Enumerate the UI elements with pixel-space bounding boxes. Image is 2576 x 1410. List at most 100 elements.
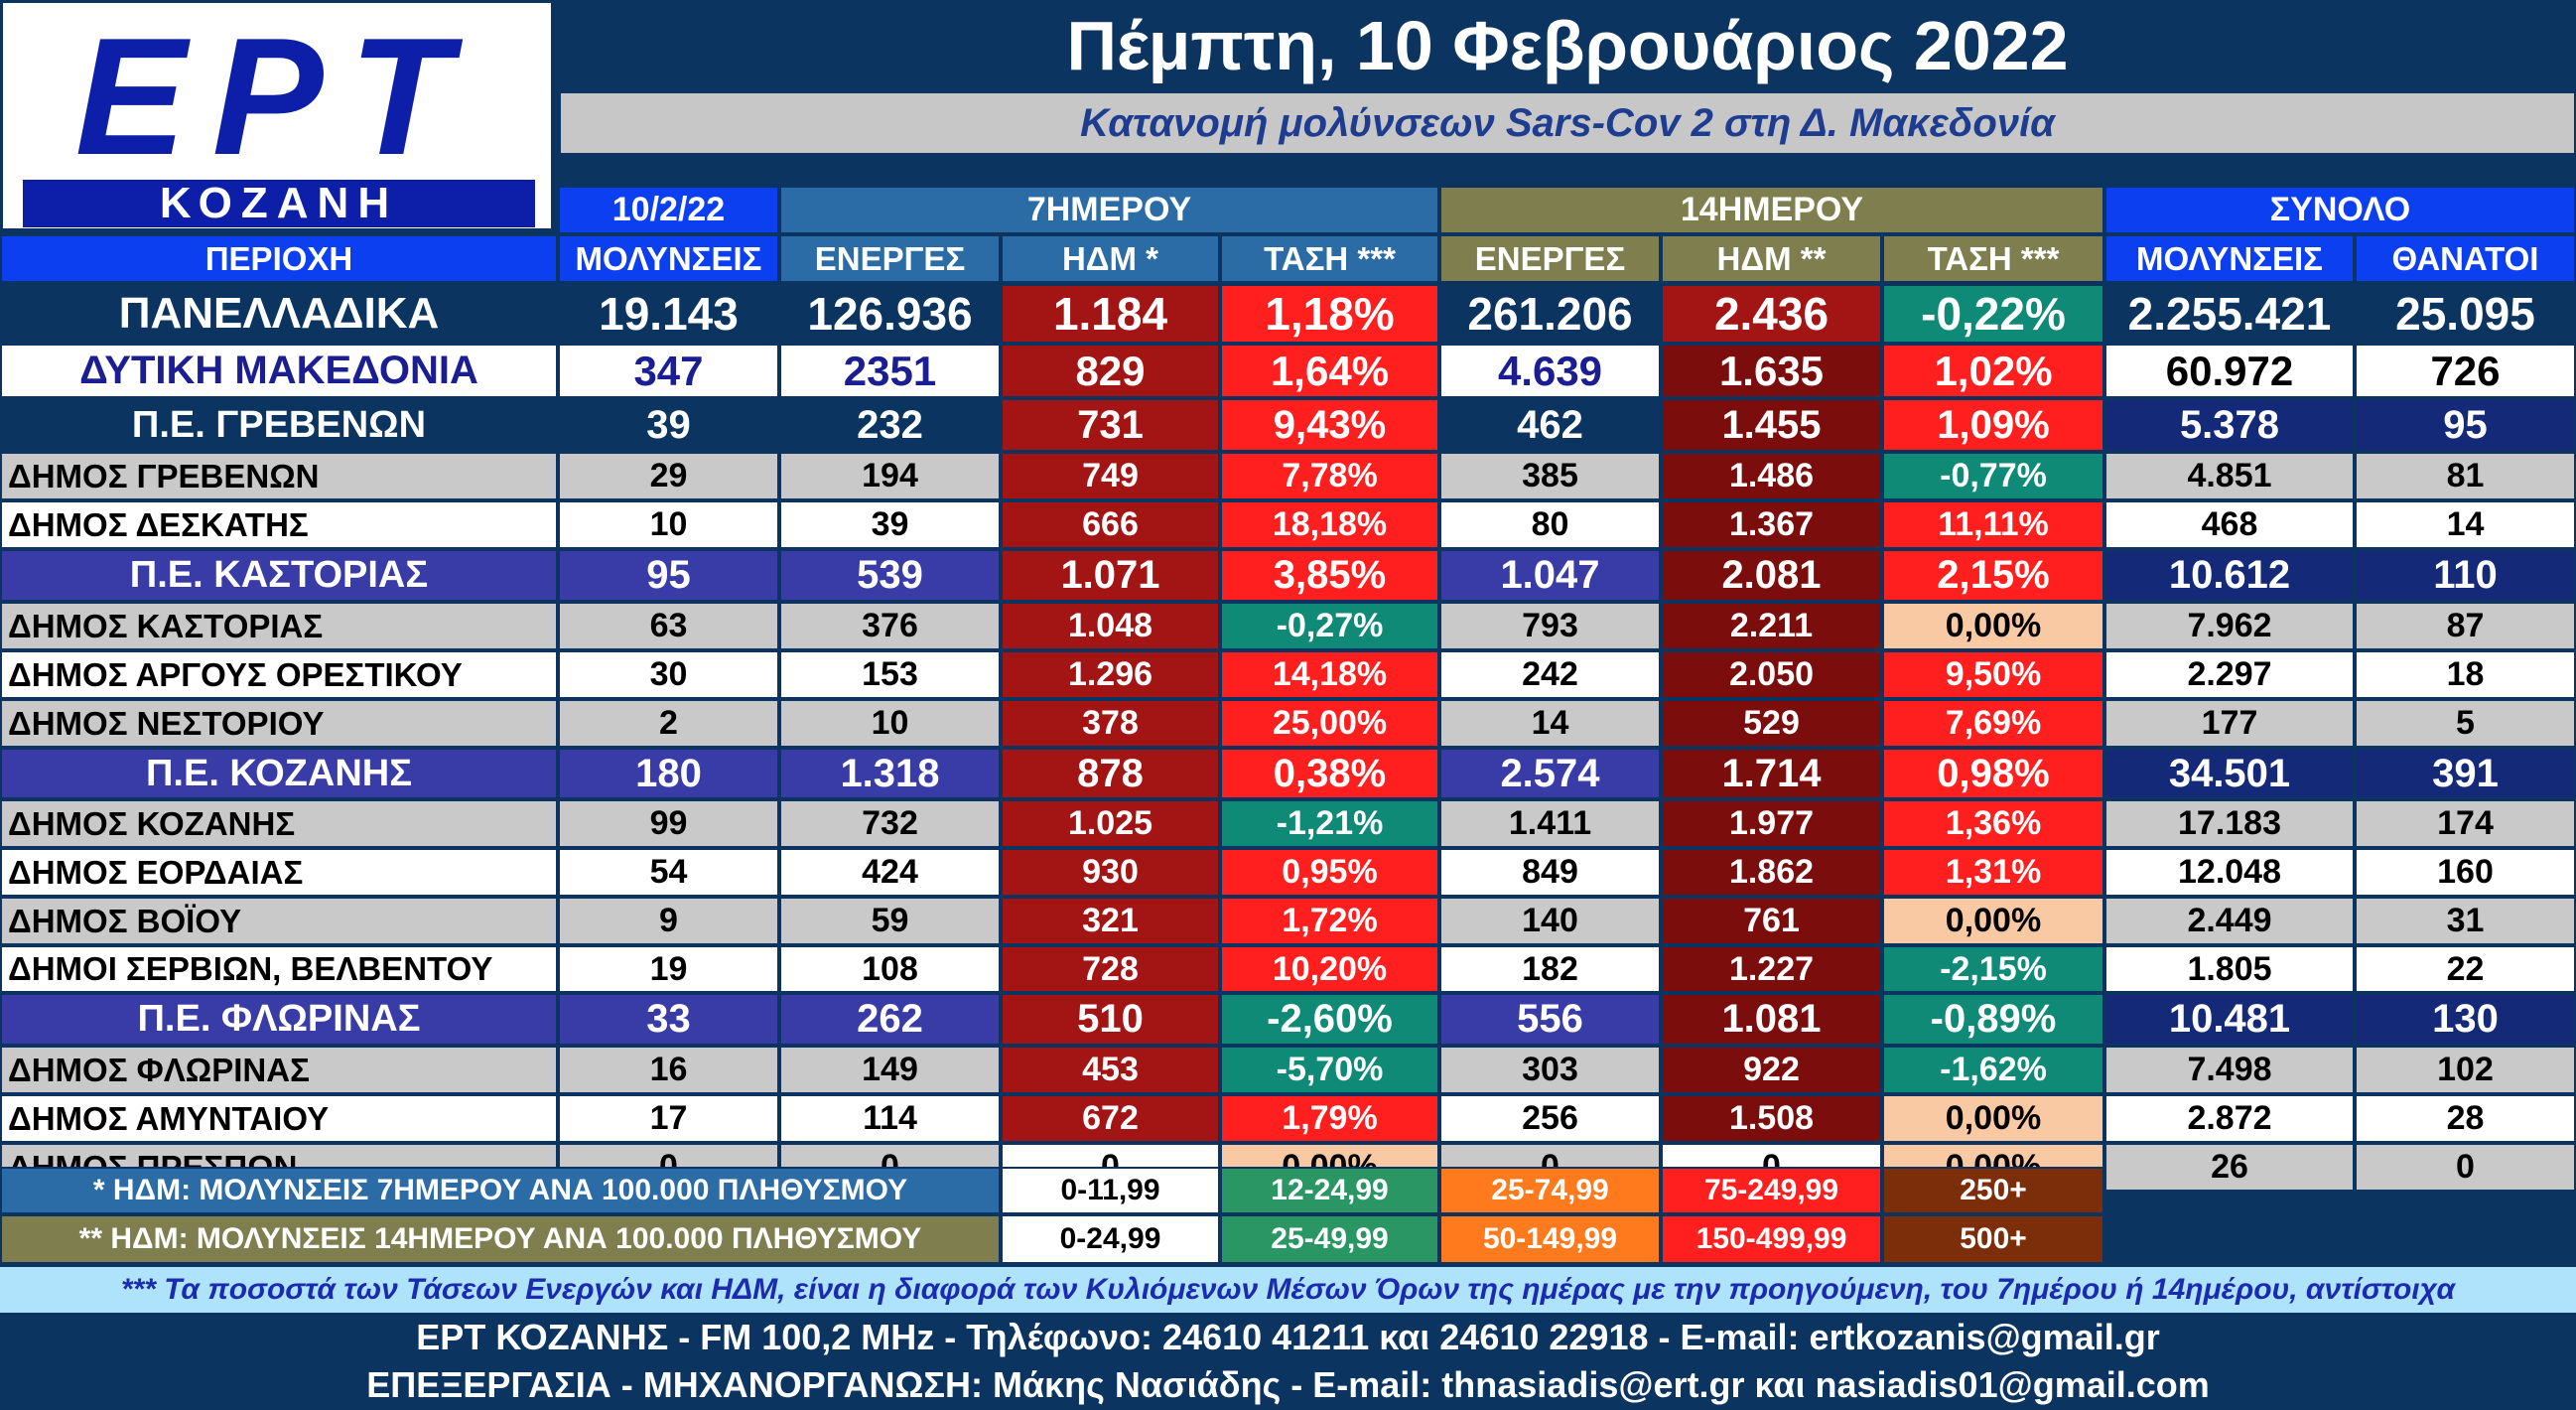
table-cell: 1.296 — [1001, 650, 1220, 699]
table-cell: 1.047 — [1439, 549, 1661, 602]
table-cell: 256 — [1439, 1094, 1661, 1143]
table-cell: 2.050 — [1661, 650, 1882, 699]
table-cell: 182 — [1439, 945, 1661, 993]
table-cell: 1.508 — [1661, 1094, 1882, 1143]
legend-label: * ΗΔΜ: ΜΟΛΥΝΣΕΙΣ 7ΗΜΕΡΟΥ ΑΝΑ 100.000 ΠΛΗ… — [0, 1167, 1001, 1214]
page-title-date: Πέμπτη, 10 Φεβρουάριος 2022 — [1066, 7, 2069, 84]
column-header: ΤΑΣΗ *** — [1882, 234, 2104, 283]
table-cell: 672 — [1001, 1094, 1220, 1143]
table-cell: 1.367 — [1661, 500, 1882, 549]
area-name: Π.Ε. ΚΟΖΑΝΗΣ — [0, 748, 558, 799]
table-cell: -0,77% — [1882, 452, 2104, 500]
table-cell: 1.071 — [1001, 549, 1220, 602]
table-cell: -0,89% — [1882, 993, 2104, 1046]
table-row: ΠΑΝΕΛΛΑΔΙΚΑ 19.143 126.936 1.184 1,18% 261.20… — [0, 284, 2576, 344]
table-cell: 468 — [2104, 500, 2355, 549]
table-cell: 2.872 — [2104, 1094, 2355, 1143]
table-cell: 1.714 — [1661, 748, 1882, 799]
table-cell: 761 — [1661, 897, 1882, 945]
legend-range: 25-74,99 — [1439, 1167, 1661, 1214]
table-cell: 177 — [2104, 699, 2355, 748]
covid-table: 10/2/22 7ΗΜΕΡΟΥ 14ΗΜΕΡΟΥ ΣΥΝΟΛΟ ΠΕΡΙΟΧΗ ΜΟΛΥΝ… — [0, 186, 2576, 1264]
table-cell: 732 — [779, 799, 1001, 848]
table-cell: 2.297 — [2104, 650, 2355, 699]
table-cell: 556 — [1439, 993, 1661, 1046]
table-cell: 1.805 — [2104, 945, 2355, 993]
group-header-7day: 7ΗΜΕΡΟΥ — [779, 186, 1439, 234]
table-cell: 1,02% — [1882, 344, 2104, 398]
table-cell: 39 — [779, 500, 1001, 549]
table-cell: 1.227 — [1661, 945, 1882, 993]
table-cell: 1.048 — [1001, 602, 1220, 650]
table-cell: 17.183 — [2104, 799, 2355, 848]
table-cell: 303 — [1439, 1046, 1661, 1094]
footer-contact: ΕΡΤ ΚΟΖΑΝΗΣ - FM 100,2 MHz - Τηλέφωνο: 2… — [416, 1317, 2160, 1357]
table-cell: 2.255.421 — [2104, 284, 2355, 344]
table-cell: 10,20% — [1220, 945, 1439, 993]
table-cell: 666 — [1001, 500, 1220, 549]
legend-range: 50-149,99 — [1439, 1214, 1661, 1264]
area-name: Π.Ε. ΚΑΣΤΟΡΙΑΣ — [0, 549, 558, 602]
table-cell: 153 — [779, 650, 1001, 699]
table-cell: 1.411 — [1439, 799, 1661, 848]
column-header-row: ΠΕΡΙΟΧΗ ΜΟΛΥΝΣΕΙΣ ΕΝΕΡΓΕΣ ΗΔΜ * ΤΑΣΗ *** ΕΝΕΡ… — [0, 234, 2576, 283]
table-cell: 0,00% — [1882, 602, 2104, 650]
table-cell: 2,15% — [1882, 549, 2104, 602]
table-row: ΔΥΤΙΚΗ ΜΑΚΕΔΟΝΙΑ 347 2351 829 1,64% 4.639 1.63… — [0, 344, 2576, 398]
table-cell: -0,22% — [1882, 284, 2104, 344]
table-cell: 2.574 — [1439, 748, 1661, 799]
table-cell: 18,18% — [1220, 500, 1439, 549]
table-cell: 1,09% — [1882, 398, 2104, 452]
table-cell: 1.318 — [779, 748, 1001, 799]
table-cell: 16 — [558, 1046, 779, 1094]
area-name: ΔΗΜΟΣ ΚΑΣΤΟΡΙΑΣ — [0, 602, 558, 650]
table-row: ΔΗΜΟΣ ΔΕΣΚΑΤΗΣ 10 39 666 18,18% 80 1.367 11,11%… — [0, 500, 2576, 549]
table-row: ΔΗΜΟΣ ΝΕΣΤΟΡΙΟΥ 2 10 378 25,00% 14 529 7,69% 177… — [0, 699, 2576, 748]
table-cell: 29 — [558, 452, 779, 500]
table-cell: 114 — [779, 1094, 1001, 1143]
table-cell: 728 — [1001, 945, 1220, 993]
table-cell: 2351 — [779, 344, 1001, 398]
table-cell: 829 — [1001, 344, 1220, 398]
table-cell: 930 — [1001, 848, 1220, 897]
table-cell: 793 — [1439, 602, 1661, 650]
table-cell: 5 — [2355, 699, 2576, 748]
table-cell: 1,64% — [1220, 344, 1439, 398]
table-cell: 31 — [2355, 897, 2576, 945]
table-cell: 26 — [2104, 1143, 2355, 1192]
legend-row-7day: * ΗΔΜ: ΜΟΛΥΝΣΕΙΣ 7ΗΜΕΡΟΥ ΑΝΑ 100.000 ΠΛΗ… — [0, 1167, 2576, 1214]
table-row: Π.Ε. ΓΡΕΒΕΝΩΝ 39 232 731 9,43% 462 1.455 1,09% 5… — [0, 398, 2576, 452]
table-cell: 63 — [558, 602, 779, 650]
table-row: Π.Ε. ΚΑΣΤΟΡΙΑΣ 95 539 1.071 3,85% 1.047 2.081 2… — [0, 549, 2576, 602]
legend-range: 12-24,99 — [1220, 1167, 1439, 1214]
table-cell: 1,79% — [1220, 1094, 1439, 1143]
table-cell: 99 — [558, 799, 779, 848]
group-header-date: 10/2/22 — [558, 186, 779, 234]
table-cell: 174 — [2355, 799, 2576, 848]
table-row: ΔΗΜΟΣ ΦΛΩΡΙΝΑΣ 16 149 453 -5,70% 303 922 -1,62%… — [0, 1046, 2576, 1094]
table-cell: 0,00% — [1882, 897, 2104, 945]
table-row: ΔΗΜΟΣ ΚΑΣΤΟΡΙΑΣ 63 376 1.048 -0,27% 793 2.211 0… — [0, 602, 2576, 650]
table-cell: 0 — [2355, 1143, 2576, 1192]
footnote: *** Τα ποσοστά των Τάσεων Ενεργών και ΗΔ… — [0, 1267, 2576, 1313]
table-cell: 1,36% — [1882, 799, 2104, 848]
table-cell: 5.378 — [2104, 398, 2355, 452]
table-cell: 60.972 — [2104, 344, 2355, 398]
area-name: ΠΑΝΕΛΛΑΔΙΚΑ — [0, 284, 558, 344]
table-cell: 102 — [2355, 1046, 2576, 1094]
table-cell: 7,69% — [1882, 699, 2104, 748]
area-name: ΔΗΜΟΣ ΑΜΥΝΤΑΙΟΥ — [0, 1094, 558, 1143]
table-cell: 232 — [779, 398, 1001, 452]
table-cell: -2,60% — [1220, 993, 1439, 1046]
area-name: ΔΗΜΟΣ ΦΛΩΡΙΝΑΣ — [0, 1046, 558, 1094]
table-row: ΔΗΜΟΣ ΒΟΪΟΥ 9 59 321 1,72% 140 761 0,00% 2.449 31 — [0, 897, 2576, 945]
table-cell: -1,21% — [1220, 799, 1439, 848]
table-row: Π.Ε. ΦΛΩΡΙΝΑΣ 33 262 510 -2,60% 556 1.081 -0,89… — [0, 993, 2576, 1046]
table-cell: 878 — [1001, 748, 1220, 799]
table-cell: -1,62% — [1882, 1046, 2104, 1094]
column-header: ΕΝΕΡΓΕΣ — [1439, 234, 1661, 283]
legend-label: ** ΗΔΜ: ΜΟΛΥΝΣΕΙΣ 14ΗΜΕΡΟΥ ΑΝΑ 100.000 Π… — [0, 1214, 1001, 1264]
area-name: Π.Ε. ΦΛΩΡΙΝΑΣ — [0, 993, 558, 1046]
table-cell: 321 — [1001, 897, 1220, 945]
table-cell: 10 — [558, 500, 779, 549]
